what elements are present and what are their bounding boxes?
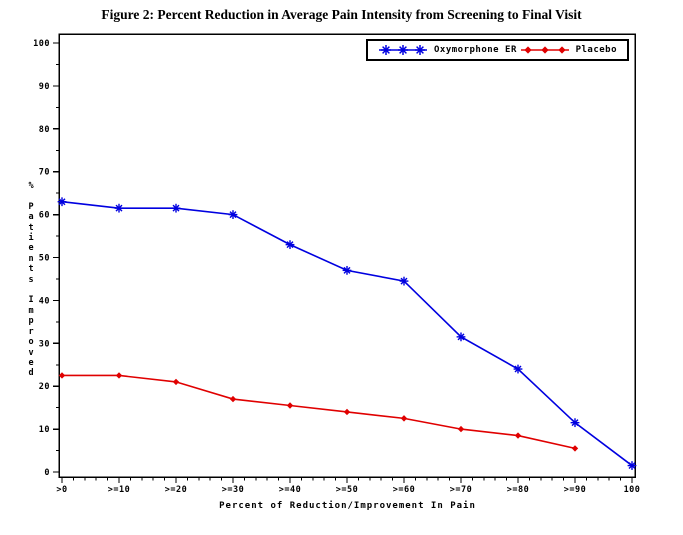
y-axis-title-char: P — [28, 201, 34, 212]
asterisk-marker — [381, 45, 391, 55]
diamond-marker — [343, 408, 351, 416]
y-axis-title-char: v — [28, 347, 34, 358]
x-tick-label: >=40 — [279, 485, 301, 495]
diamond-marker — [229, 395, 237, 403]
asterisk-marker — [513, 364, 523, 374]
y-tick-label: 100 — [33, 39, 50, 49]
y-tick-label: 50 — [39, 254, 50, 264]
x-tick-label: >=70 — [450, 485, 472, 495]
y-axis-title-char: p — [28, 316, 34, 327]
y-axis-title-char: o — [28, 337, 34, 348]
figure-title: Figure 2: Percent Reduction in Average P… — [101, 7, 582, 22]
y-tick-label: 90 — [39, 82, 50, 92]
asterisk-marker — [627, 461, 637, 470]
x-tick-label: >0 — [56, 485, 67, 495]
y-axis-title-char — [23, 191, 39, 201]
y-axis-title-char: a — [28, 212, 34, 223]
asterisk-marker — [570, 418, 580, 428]
y-axis-title-char: t — [28, 264, 34, 275]
diamond-marker — [557, 46, 566, 54]
legend-label: Oxymorphone ER — [434, 45, 517, 55]
y-axis-title-char: e — [28, 357, 34, 368]
y-axis-title-char: e — [28, 243, 34, 254]
y-axis-title-char: % — [28, 181, 34, 191]
y-tick-label: 60 — [39, 211, 50, 221]
legend: Oxymorphone ER Placebo — [366, 39, 629, 61]
asterisk-marker — [399, 276, 409, 286]
y-axis-title-char — [23, 285, 39, 295]
y-tick-label: 70 — [39, 168, 50, 178]
y-axis-title-char: I — [28, 295, 34, 306]
x-tick-label: >=60 — [393, 485, 415, 495]
x-tick-label: >=10 — [108, 485, 130, 495]
legend-sample-asterisk — [379, 45, 427, 55]
diamond-marker — [400, 415, 408, 422]
diamond-marker — [540, 46, 549, 54]
asterisk-marker — [228, 210, 238, 219]
y-axis-title-char: i — [28, 233, 34, 244]
asterisk-marker — [456, 332, 466, 342]
diamond-marker — [286, 402, 294, 409]
series-line-diamond — [62, 374, 576, 450]
y-tick-label: 80 — [39, 125, 50, 135]
asterisk-marker — [415, 45, 425, 55]
asterisk-marker — [114, 203, 124, 213]
y-axis-title-char: r — [28, 326, 34, 337]
x-tick-label: >=90 — [564, 485, 586, 495]
x-tick-label: >=80 — [507, 485, 529, 495]
x-axis-title: Percent of Reduction/Improvement In Pain — [219, 501, 476, 511]
y-axis-title-char: s — [28, 274, 34, 285]
y-tick-label: 30 — [39, 339, 50, 349]
y-axis-title-char: n — [28, 253, 34, 264]
y-tick-label: 10 — [39, 425, 50, 435]
series-line-asterisk — [61, 200, 633, 467]
y-tick-label: 40 — [39, 296, 50, 306]
legend-entry: Placebo — [520, 43, 617, 57]
diamond-marker — [514, 432, 522, 439]
asterisk-marker — [342, 265, 352, 275]
y-axis-title-char: d — [28, 368, 34, 379]
y-axis-title-char: m — [28, 305, 34, 316]
y-tick-label: 0 — [44, 468, 50, 478]
asterisk-marker — [285, 240, 295, 250]
x-tick-label: >=20 — [165, 485, 187, 495]
y-axis-title-char: t — [28, 222, 34, 233]
legend-label: Placebo — [575, 45, 617, 55]
asterisk-marker — [171, 203, 181, 213]
diamond-marker — [58, 372, 66, 379]
diamond-marker — [115, 372, 123, 379]
y-tick-label: 20 — [39, 382, 50, 392]
diamond-marker — [172, 378, 180, 386]
legend-entry: Oxymorphone ER — [378, 43, 517, 57]
asterisk-marker — [57, 197, 67, 207]
legend-sample-diamond — [520, 46, 569, 54]
x-tick-label: 100 — [624, 485, 641, 495]
diamond-marker — [523, 46, 532, 54]
diamond-marker — [571, 445, 579, 452]
asterisk-marker — [398, 45, 408, 55]
x-tick-label: >=50 — [336, 485, 358, 495]
diamond-marker — [457, 425, 465, 433]
x-tick-label: >=30 — [222, 485, 244, 495]
